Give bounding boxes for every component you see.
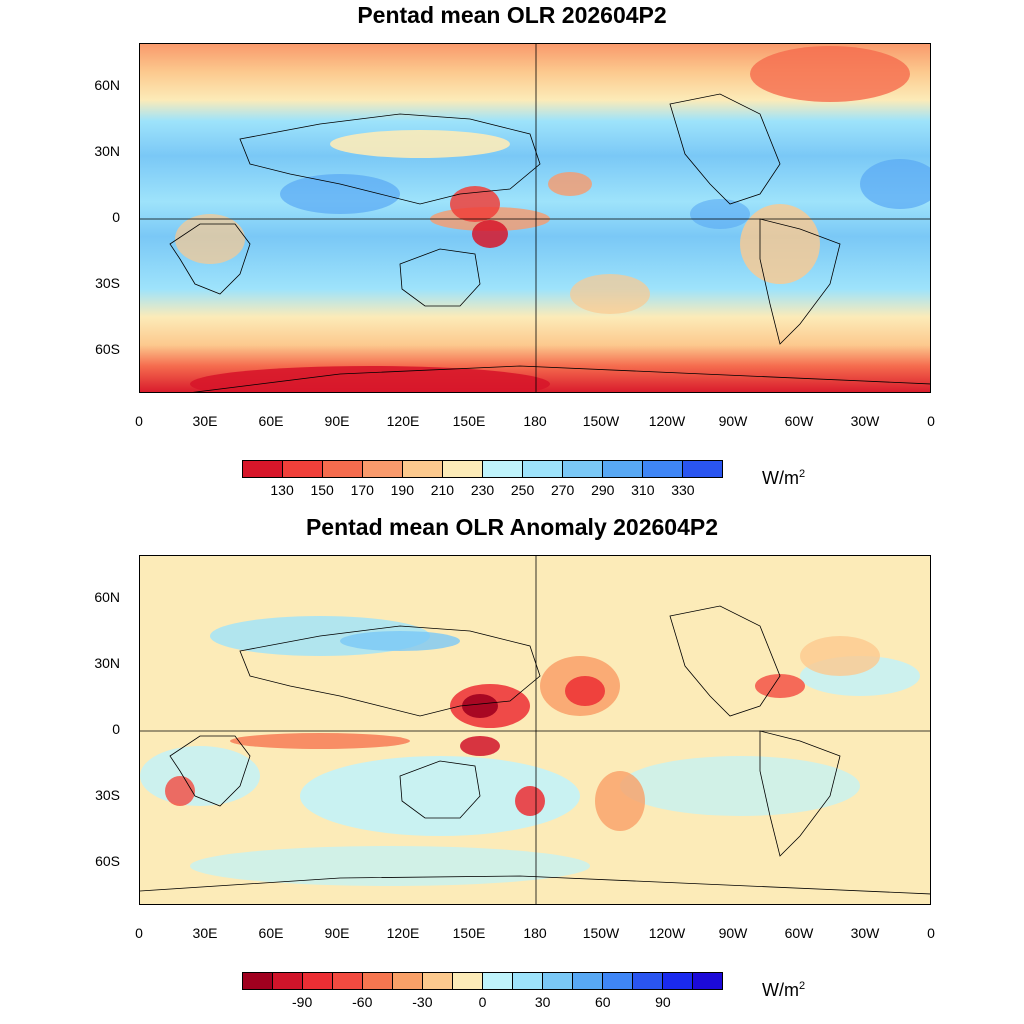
lat-label-60s-2: 60S (95, 853, 120, 869)
lat-label-eq-2: 0 (112, 721, 120, 737)
colorbar-swatch (333, 973, 363, 989)
lat-label-60n-2: 60N (94, 589, 120, 605)
lon-label: 120W (648, 413, 686, 429)
anomaly-colorbar (242, 972, 723, 990)
colorbar-swatch (603, 461, 643, 477)
colorbar-label: 150 (310, 482, 334, 498)
lon-label: 150W (582, 413, 620, 429)
colorbar-label: 0 (478, 994, 487, 1010)
anomaly-units: W/m2 (762, 980, 806, 1000)
lon-label: 150E (452, 413, 486, 429)
olr-map-title: Pentad mean OLR 202604P2 (357, 2, 667, 28)
lon-label: 180 (523, 413, 547, 429)
colorbar-label: 210 (430, 482, 455, 498)
lon-label: 150E (452, 925, 486, 941)
colorbar-swatch (273, 973, 303, 989)
anomaly-field (140, 556, 930, 904)
colorbar-swatch (563, 461, 603, 477)
lon-label: 120W (648, 925, 686, 941)
olr-units: W/m2 (762, 468, 806, 488)
colorbar-swatch (423, 973, 453, 989)
colorbar-swatch (543, 973, 573, 989)
colorbar-swatch (483, 973, 513, 989)
colorbar-swatch (633, 973, 663, 989)
lat-label-eq: 0 (112, 209, 120, 225)
colorbar-swatch (393, 973, 423, 989)
olr-field (140, 44, 930, 392)
colorbar-label: 330 (671, 482, 695, 498)
lat-label-30n-2: 30N (94, 655, 120, 671)
colorbar-swatch (693, 973, 722, 989)
lon-label: 0 (135, 413, 143, 429)
lat-label-30n: 30N (94, 143, 120, 159)
lon-label: 60W (784, 413, 814, 429)
anomaly-map (139, 555, 931, 905)
colorbar-swatch (323, 461, 363, 477)
colorbar-label: 130 (270, 482, 294, 498)
colorbar-label: -60 (352, 994, 373, 1010)
lon-label: 120E (386, 413, 420, 429)
colorbar-swatch (683, 461, 722, 477)
lat-label-60n: 60N (94, 77, 120, 93)
lon-label: 90W (718, 925, 748, 941)
lon-label: 60W (784, 925, 814, 941)
lat-label-30s: 30S (95, 275, 120, 291)
colorbar-label: 250 (510, 482, 535, 498)
lon-label: 30W (850, 413, 880, 429)
lon-label: 30E (192, 925, 218, 941)
olr-map (139, 43, 931, 393)
colorbar-swatch (483, 461, 523, 477)
olr-colorbar (242, 460, 723, 478)
lon-label: 90W (718, 413, 748, 429)
colorbar-label: -90 (292, 994, 313, 1010)
colorbar-label: 190 (390, 482, 414, 498)
colorbar-swatch (453, 973, 483, 989)
colorbar-swatch (443, 461, 483, 477)
lon-label: 180 (523, 925, 547, 941)
colorbar-swatch (363, 461, 403, 477)
lon-label: 0 (927, 925, 935, 941)
colorbar-swatch (363, 973, 393, 989)
colorbar-swatch (243, 973, 273, 989)
coastlines-anomaly (140, 605, 930, 895)
colorbar-label: 170 (350, 482, 374, 498)
lon-label: 0 (135, 925, 143, 941)
colorbar-label: 90 (655, 994, 671, 1010)
colorbar-swatch (303, 973, 333, 989)
lon-label: 90E (324, 925, 350, 941)
colorbar-label: 270 (550, 482, 575, 498)
coastlines (169, 93, 930, 392)
colorbar-swatch (283, 461, 323, 477)
colorbar-swatch (643, 461, 683, 477)
colorbar-swatch (603, 973, 633, 989)
colorbar-label: 60 (594, 994, 611, 1010)
anomaly-map-title: Pentad mean OLR Anomaly 202604P2 (305, 514, 719, 540)
colorbar-swatch (243, 461, 283, 477)
colorbar-swatch (663, 973, 693, 989)
lon-label: 30W (850, 925, 880, 941)
colorbar-label: 30 (534, 994, 551, 1010)
lat-label-60s: 60S (95, 341, 120, 357)
lon-label: 0 (927, 413, 935, 429)
lon-label: 60E (258, 413, 284, 429)
lat-label-30s-2: 30S (95, 787, 120, 803)
colorbar-label: 290 (591, 482, 615, 498)
colorbar-swatch (513, 973, 543, 989)
colorbar-label: 230 (470, 482, 495, 498)
colorbar-swatch (573, 973, 603, 989)
lon-label: 120E (386, 925, 420, 941)
colorbar-label: -30 (412, 994, 433, 1010)
lon-label: 150W (582, 925, 620, 941)
colorbar-swatch (403, 461, 443, 477)
lon-label: 60E (258, 925, 284, 941)
lon-label: 30E (192, 413, 218, 429)
colorbar-label: 310 (631, 482, 655, 498)
colorbar-swatch (523, 461, 563, 477)
lon-label: 90E (324, 413, 350, 429)
